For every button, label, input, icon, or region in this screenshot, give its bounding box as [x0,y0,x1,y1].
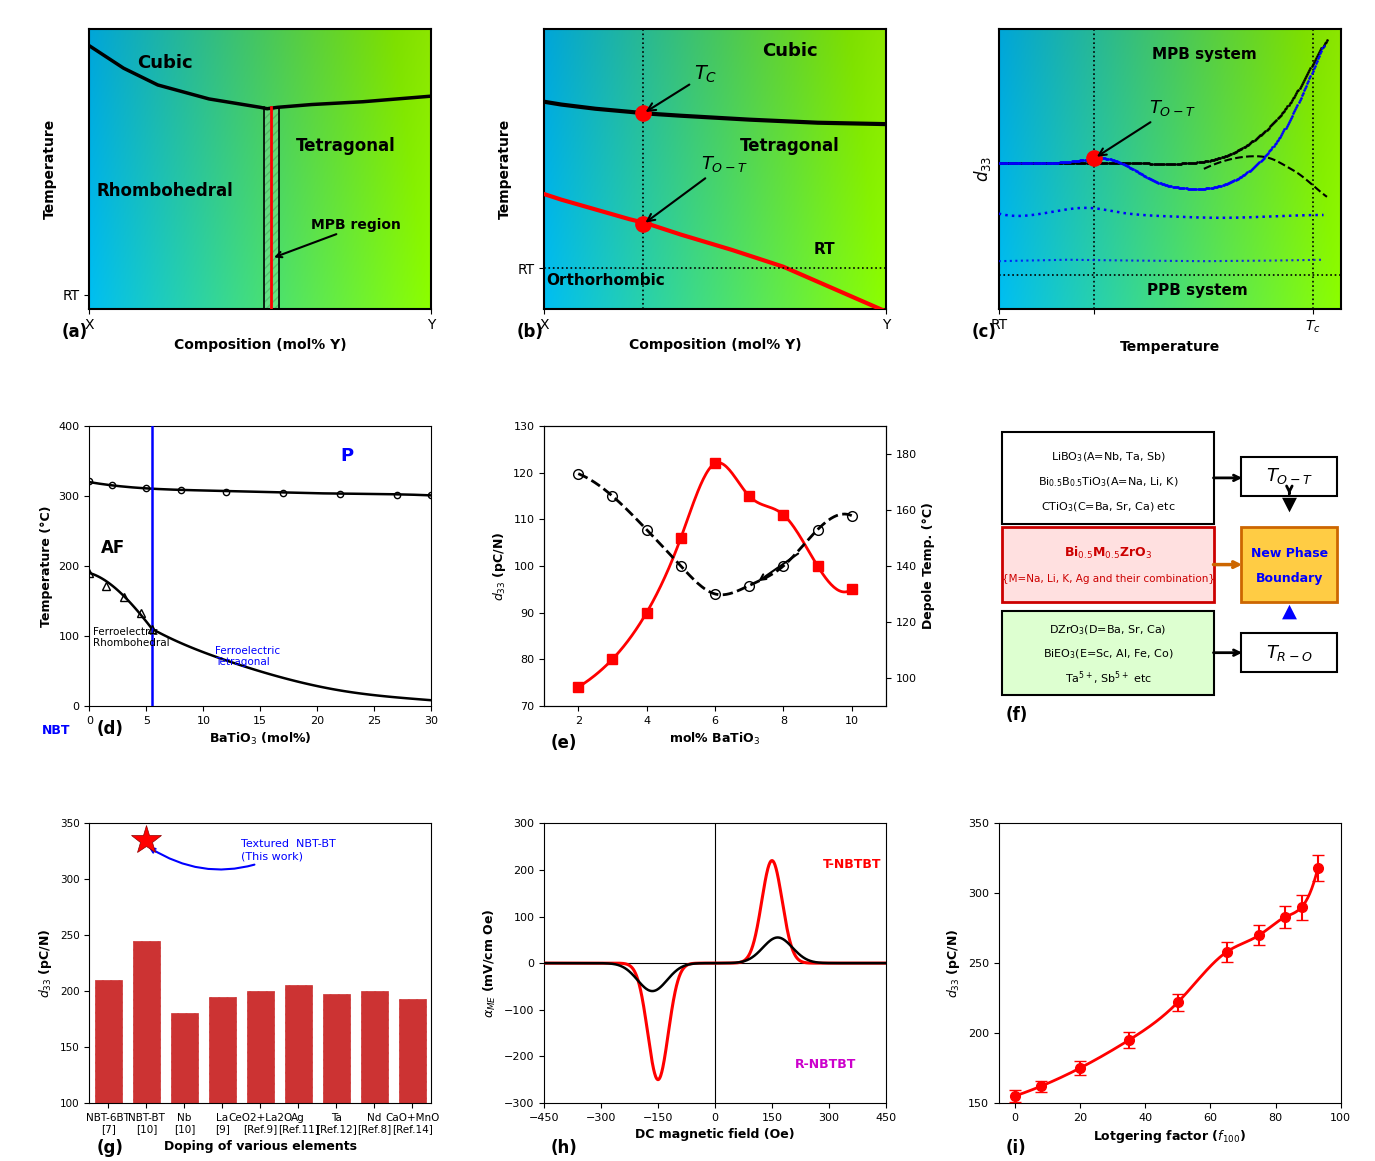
Text: CTiO$_3$(C=Ba, Sr, Ca) etc: CTiO$_3$(C=Ba, Sr, Ca) etc [1041,500,1176,514]
Text: RT: RT [814,243,835,258]
Y-axis label: Temperature (°C): Temperature (°C) [40,505,54,627]
Text: Textured  NBT-BT
(This work): Textured NBT-BT (This work) [151,839,336,870]
Text: BiEO$_3$(E=Sc, Al, Fe, Co): BiEO$_3$(E=Sc, Al, Fe, Co) [1042,648,1174,661]
Bar [264,107,279,309]
Text: $\it{T}_{R-O}$: $\it{T}_{R-O}$ [1266,643,1313,663]
X-axis label: Doping of various elements: Doping of various elements [164,1140,356,1153]
Text: MPB system: MPB system [1151,46,1257,62]
FancyBboxPatch shape [1242,457,1338,496]
Text: MPB region: MPB region [311,218,402,232]
X-axis label: Composition (mol% Y): Composition (mol% Y) [175,338,346,352]
X-axis label: BaTiO$_3$ (mol%): BaTiO$_3$ (mol%) [209,731,312,748]
Y-axis label: Temperature: Temperature [43,118,56,219]
Text: Ferroelectric
Rhombohedral: Ferroelectric Rhombohedral [92,627,169,648]
Y-axis label: $d_{33}$ (pC/N): $d_{33}$ (pC/N) [491,532,507,600]
X-axis label: Lotgering factor ($f_{100}$): Lotgering factor ($f_{100}$) [1093,1128,1246,1145]
Text: (a): (a) [62,323,88,340]
FancyBboxPatch shape [1002,527,1214,603]
Text: Cubic: Cubic [762,43,818,60]
Text: PPB system: PPB system [1147,283,1247,298]
FancyBboxPatch shape [1242,633,1338,672]
Y-axis label: Temperature: Temperature [498,118,512,219]
Bar [323,995,349,1161]
Text: ▼: ▼ [1282,495,1297,514]
Text: $T_{O-T}$: $T_{O-T}$ [1099,98,1196,156]
X-axis label: Temperature: Temperature [1119,340,1220,354]
Bar [95,980,121,1161]
Text: Rhombohedral: Rhombohedral [96,182,232,200]
Y-axis label: $d_{33}$: $d_{33}$ [972,156,993,182]
Bar [285,986,312,1161]
Text: Ferroelectric
Tetragonal: Ferroelectric Tetragonal [214,646,280,668]
Text: $T_{O-T}$: $T_{O-T}$ [648,154,748,222]
X-axis label: Composition (mol% Y): Composition (mol% Y) [628,338,802,352]
Y-axis label: $\alpha_{ME}$ (mV/cm Oe): $\alpha_{ME}$ (mV/cm Oe) [483,908,498,1018]
Bar [133,940,160,1161]
Text: Boundary: Boundary [1255,572,1323,585]
Text: NBT: NBT [41,723,70,737]
Bar [170,1014,198,1161]
Text: $\it{T}_{O-T}$: $\it{T}_{O-T}$ [1266,467,1313,486]
Text: $T_C$: $T_C$ [648,64,718,110]
Bar [209,996,235,1161]
Text: Cubic: Cubic [136,53,192,72]
Text: Ta$^{5+}$, Sb$^{5+}$ etc: Ta$^{5+}$, Sb$^{5+}$ etc [1064,669,1152,686]
Text: (d): (d) [96,720,124,737]
Text: Tetragonal: Tetragonal [740,137,840,156]
Y-axis label: $d_{33}$ (pC/N): $d_{33}$ (pC/N) [946,929,962,997]
Text: DZrO$_3$(D=Ba, Sr, Ca): DZrO$_3$(D=Ba, Sr, Ca) [1049,623,1167,637]
FancyBboxPatch shape [1002,432,1214,524]
Text: Bi$_{0.5}$M$_{0.5}$ZrO$_3$: Bi$_{0.5}$M$_{0.5}$ZrO$_3$ [1064,546,1152,562]
Text: AF: AF [100,540,125,557]
Text: (i): (i) [1005,1139,1026,1158]
Text: (f): (f) [1005,706,1028,723]
X-axis label: DC magnetic field (Oe): DC magnetic field (Oe) [635,1128,795,1141]
Text: R-NBTBT: R-NBTBT [795,1058,857,1070]
Bar [399,998,425,1161]
FancyBboxPatch shape [1242,527,1338,603]
X-axis label: mol% BaTiO$_3$: mol% BaTiO$_3$ [670,731,760,748]
Text: P: P [340,447,353,466]
Text: Tetragonal: Tetragonal [296,137,396,156]
Text: New Phase: New Phase [1251,547,1328,560]
Y-axis label: Depole Temp. (°C): Depole Temp. (°C) [923,503,935,629]
FancyBboxPatch shape [1002,611,1214,694]
Bar [248,991,274,1161]
Text: (b): (b) [517,323,543,340]
Text: (h): (h) [551,1139,578,1158]
Text: (e): (e) [551,734,578,752]
Text: (g): (g) [96,1139,124,1158]
Text: T-NBTBT: T-NBTBT [824,858,881,871]
Text: (c): (c) [971,323,997,340]
Y-axis label: $d_{33}$ (pC/N): $d_{33}$ (pC/N) [37,929,55,997]
Text: ▲: ▲ [1282,601,1297,620]
Text: {M=Na, Li, K, Ag and their combination}: {M=Na, Li, K, Ag and their combination} [1001,574,1214,584]
Text: Orthorhombic: Orthorhombic [546,273,666,288]
Bar [362,991,388,1161]
Text: Bi$_{0.5}$B$_{0.5}$TiO$_3$(A=Na, Li, K): Bi$_{0.5}$B$_{0.5}$TiO$_3$(A=Na, Li, K) [1038,475,1178,489]
Text: LiBO$_3$(A=Nb, Ta, Sb): LiBO$_3$(A=Nb, Ta, Sb) [1050,450,1166,463]
